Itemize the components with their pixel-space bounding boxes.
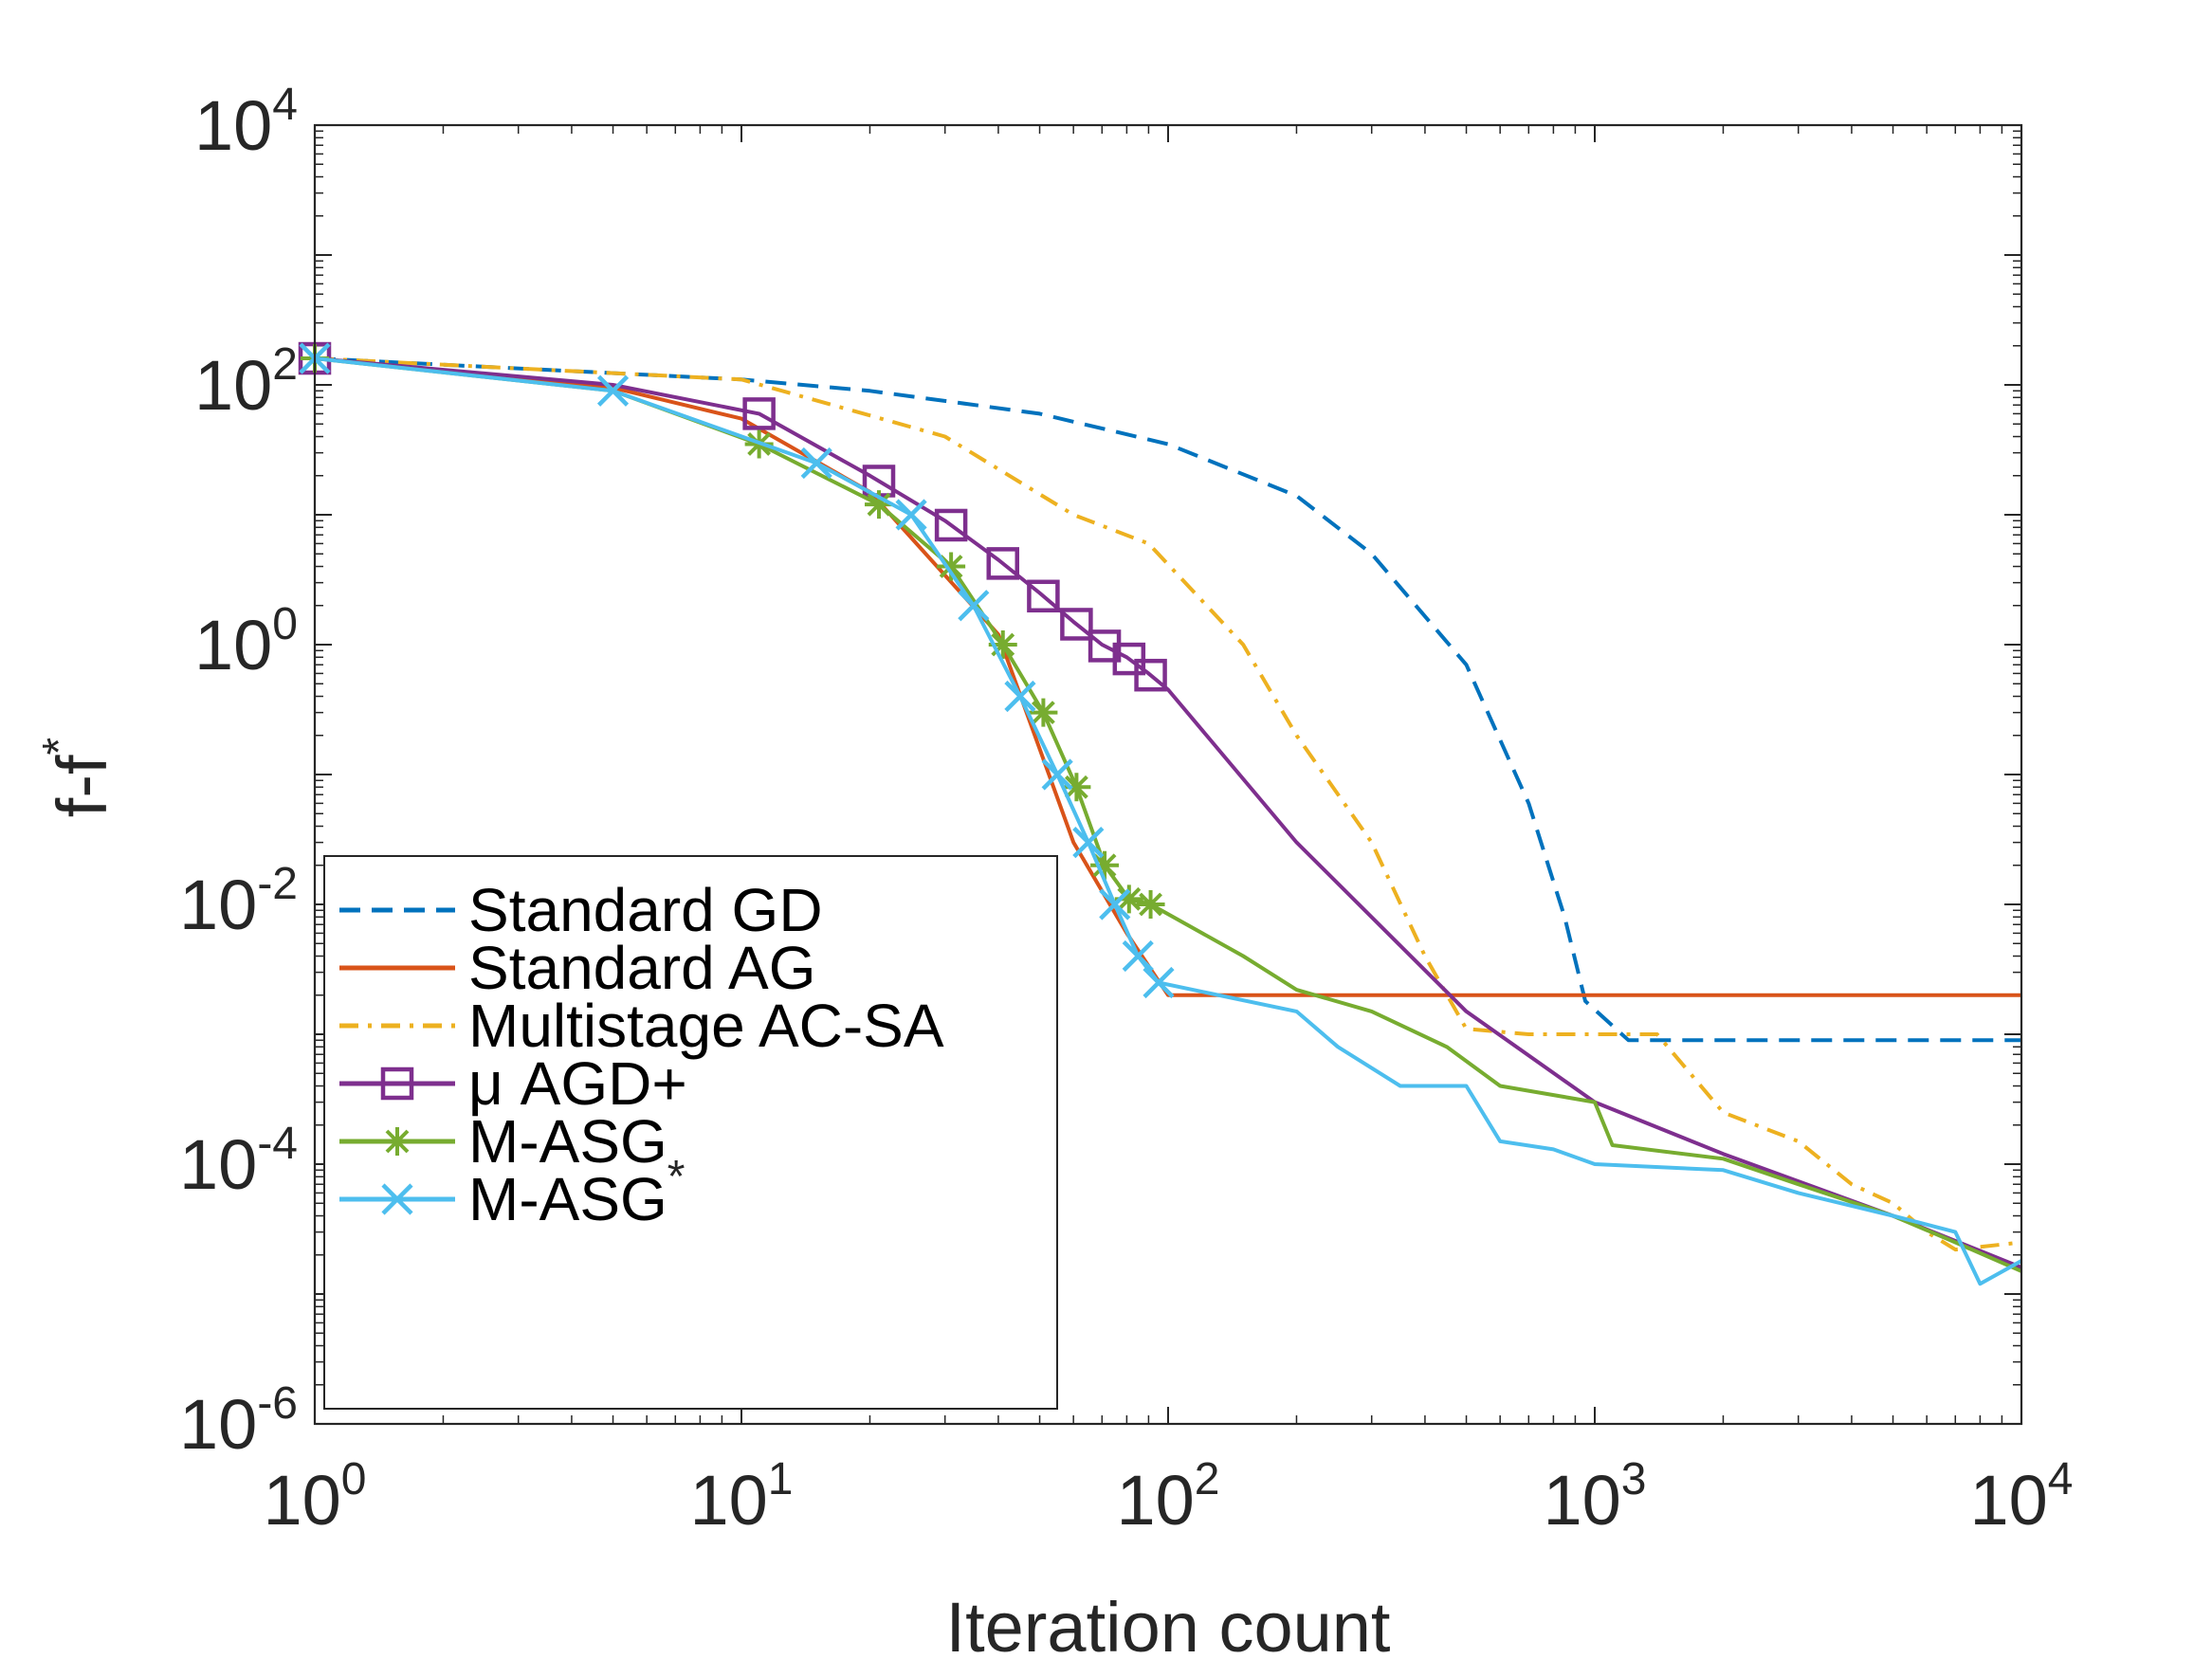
series-marker	[895, 499, 927, 531]
series-marker	[1041, 758, 1073, 791]
series-marker-shape	[1027, 579, 1060, 613]
x-tick-label: 102	[1116, 1454, 1219, 1540]
series-marker-shape	[986, 547, 1020, 580]
series-marker-shape	[800, 447, 832, 480]
series-marker-shape	[1143, 966, 1175, 999]
series-marker	[958, 590, 990, 622]
series-4	[298, 341, 2022, 1269]
y-axis-label-base: f-f	[43, 755, 121, 817]
series-marker	[986, 547, 1020, 580]
legend-marker	[381, 1183, 413, 1215]
x-tick-label: 100	[263, 1454, 366, 1540]
svg-text:f-f*: f-f*	[34, 738, 121, 817]
series-marker-shape	[1072, 827, 1105, 859]
series-marker-shape	[988, 630, 1017, 659]
series-marker	[1099, 888, 1131, 921]
series-line	[314, 356, 2022, 1273]
series-marker	[1072, 827, 1105, 859]
series-marker	[1122, 939, 1154, 973]
series-marker-shape	[1122, 939, 1154, 973]
minor-ticks	[315, 125, 2021, 1424]
series-marker	[1136, 890, 1165, 919]
y-axis-label: f-f*	[34, 738, 121, 817]
series-marker	[864, 490, 893, 520]
series-marker-shape	[1029, 698, 1058, 727]
series-marker-shape	[1062, 773, 1091, 802]
y-tick-labels: 104 102 100 10-2 10-4 10-6	[179, 80, 298, 1464]
series-marker	[1114, 884, 1143, 914]
x-tick-label: 104	[1969, 1454, 2073, 1540]
x-axis-label: Iteration count	[946, 1588, 1391, 1659]
legend-label: M-ASG*	[468, 1152, 685, 1233]
series-marker	[1143, 966, 1175, 999]
series-6	[299, 342, 2022, 1286]
legend-entry: M-ASG*	[339, 1152, 685, 1233]
y-tick-label: 10-6	[179, 1378, 298, 1464]
series-marker-shape	[895, 499, 927, 531]
legend-box	[323, 855, 1058, 1410]
legend-marker	[380, 1066, 414, 1101]
y-tick-label: 104	[194, 80, 298, 165]
series-marker-shape	[742, 397, 776, 430]
x-tick-label: 103	[1543, 1454, 1646, 1540]
series-line	[314, 356, 2022, 1286]
series-marker	[1027, 579, 1060, 613]
legend-entry: Standard GD	[339, 876, 823, 944]
y-tick-label: 100	[194, 599, 298, 684]
series-marker	[1029, 698, 1058, 727]
y-axis-label-sup: *	[34, 738, 84, 756]
plot-frame	[313, 123, 2023, 1426]
series-1	[314, 356, 2021, 1043]
series-marker-shape	[1134, 658, 1167, 692]
series-marker-shape	[1114, 884, 1143, 914]
x-tick-label: 101	[689, 1454, 793, 1540]
series-marker-shape	[1004, 680, 1036, 713]
legend-label: Standard GD	[468, 876, 823, 944]
series-marker-shape	[1041, 758, 1073, 791]
series-marker	[1062, 773, 1091, 802]
series-marker	[800, 447, 832, 480]
legend-label: M-ASG	[468, 1107, 667, 1176]
series-marker	[742, 397, 776, 430]
series-marker	[1060, 608, 1093, 641]
series-marker	[988, 630, 1017, 659]
series-marker-shape	[937, 552, 966, 581]
series-marker-shape	[1090, 850, 1120, 880]
series-marker-shape	[864, 490, 893, 520]
series-marker-shape	[1136, 890, 1165, 919]
y-tick-label: 10-4	[179, 1119, 298, 1204]
legend-marker-shape	[380, 1066, 414, 1101]
y-tick-label: 102	[194, 339, 298, 425]
series-marker	[937, 552, 966, 581]
legend-entry: M-ASG	[339, 1107, 667, 1176]
series-marker-shape	[596, 374, 630, 407]
series-marker	[596, 374, 630, 407]
x-tick-labels: 100 101 102 103 104	[263, 1454, 2073, 1540]
series-line	[314, 356, 2021, 1043]
legend-marker	[383, 1127, 411, 1156]
series-marker	[1004, 680, 1036, 713]
series-marker	[1090, 850, 1120, 880]
series-layer	[298, 341, 2022, 1286]
y-tick-label: 10-2	[179, 859, 298, 944]
legend-label: μ AGD+	[468, 1049, 687, 1118]
series-marker-shape	[934, 508, 968, 542]
series-marker	[1134, 658, 1167, 692]
legend-label: Standard AG	[468, 934, 815, 1002]
legend-entry: Multistage AC-SA	[339, 992, 944, 1060]
series-marker-shape	[958, 590, 990, 622]
series-marker-shape	[1099, 888, 1131, 921]
legend-entry: Standard AG	[339, 934, 815, 1002]
series-marker-shape	[1060, 608, 1093, 641]
legend-label: Multistage AC-SA	[468, 992, 944, 1060]
legend-marker-shape	[381, 1183, 413, 1215]
legend-entry: μ AGD+	[339, 1049, 687, 1118]
series-marker	[934, 508, 968, 542]
legend-marker-shape	[383, 1127, 411, 1156]
